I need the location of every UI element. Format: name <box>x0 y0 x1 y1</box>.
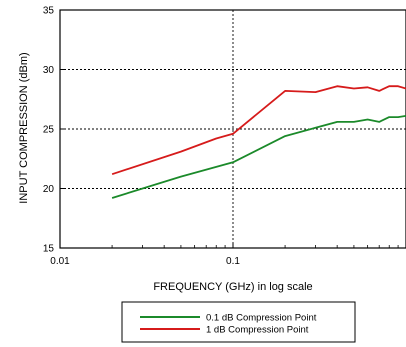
y-tick-label: 20 <box>43 184 55 195</box>
y-tick-label: 35 <box>43 6 55 17</box>
series-line-1 <box>111 85 406 176</box>
legend-label-0: 0.1 dB Compression Point <box>206 313 317 324</box>
y-axis-label: INPUT COMPRESSION (dBm) <box>18 52 30 203</box>
y-tick-label: 25 <box>43 125 55 136</box>
y-tick-label: 30 <box>43 65 55 76</box>
x-axis-label: FREQUENCY (GHz) in log scale <box>153 281 312 293</box>
axis-ticks: 15 20 25 30 35 0.01 0.1 <box>43 6 399 267</box>
x-tick-label: 0.1 <box>226 256 240 267</box>
series-lines <box>111 85 406 199</box>
legend-box <box>121 301 356 343</box>
y-tick-label: 15 <box>43 244 55 255</box>
grid-lines <box>60 10 406 248</box>
legend-label-1: 1 dB Compression Point <box>206 325 309 336</box>
x-tick-label: 0.01 <box>50 256 70 267</box>
series-line-0 <box>111 115 406 199</box>
